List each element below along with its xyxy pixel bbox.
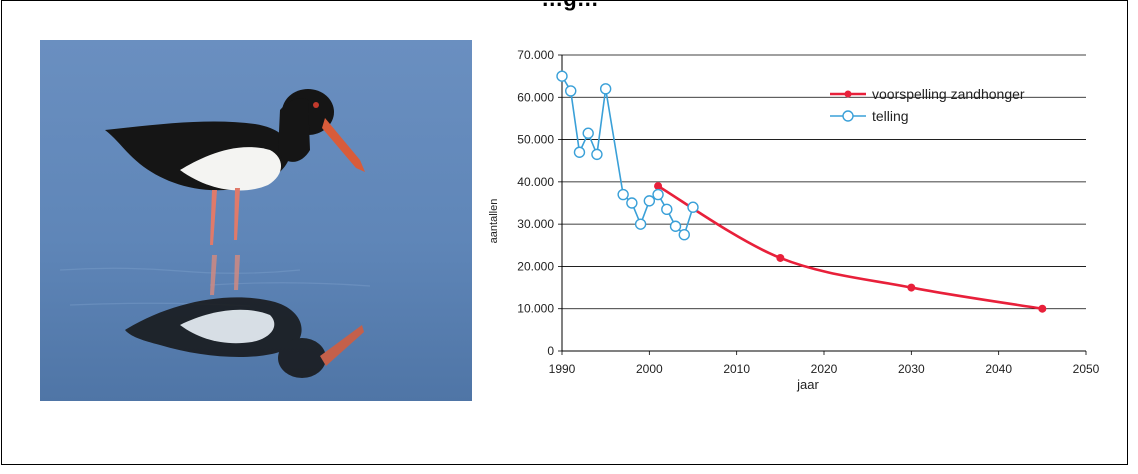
- legend-label-prediction: voorspelling zandhonger: [872, 86, 1025, 102]
- count-point: [626, 197, 638, 209]
- prediction-point: [907, 283, 916, 292]
- legend-marker-prediction: [844, 90, 852, 98]
- y-tick-label: 60.000: [517, 90, 554, 104]
- x-tick-label: 1990: [549, 362, 576, 376]
- chart-svg: 0 10.000 20.000 30.000 40.000 50.000 60.000 70.…: [488, 48, 1100, 392]
- bird-photo: [40, 40, 472, 401]
- count-point: [556, 70, 568, 82]
- count-point: [678, 229, 690, 241]
- x-tick-label: 2000: [636, 362, 663, 376]
- bird-reflection: [125, 255, 364, 378]
- count-point: [652, 188, 664, 201]
- x-tick-label: 2010: [723, 362, 750, 376]
- count-point: [634, 218, 647, 230]
- y-tick-label: 10.000: [517, 302, 554, 316]
- y-tick-label: 30.000: [517, 217, 554, 231]
- y-tick-label: 40.000: [517, 175, 554, 189]
- x-tick-label: 2030: [898, 362, 925, 376]
- y-axis-label: aantallen: [488, 199, 500, 244]
- x-tick-label: 2020: [811, 362, 838, 376]
- count-point: [582, 127, 594, 139]
- x-axis-label: jaar: [796, 377, 819, 392]
- count-point: [617, 188, 629, 201]
- prediction-point: [654, 182, 663, 191]
- line-chart: 0 10.000 20.000 30.000 40.000 50.000 60.000 70.…: [480, 40, 1120, 420]
- bird-body: [105, 89, 365, 245]
- y-tick-label: 20.000: [517, 259, 554, 273]
- x-tick-label: 2050: [1073, 362, 1100, 376]
- x-tick-label: 2040: [985, 362, 1012, 376]
- y-tick-label: 70.000: [517, 48, 554, 62]
- y-tick-label: 0: [547, 344, 554, 358]
- count-point: [669, 220, 682, 232]
- page-title: …g…: [420, 0, 720, 12]
- count-point: [591, 148, 603, 161]
- count-point: [661, 203, 673, 216]
- oystercatcher-bird-icon: [40, 40, 472, 401]
- legend-marker-count: [842, 110, 854, 122]
- prediction-point: [776, 253, 785, 262]
- legend-label-count: telling: [872, 108, 909, 124]
- series-line-prediction: [657, 184, 1043, 310]
- prediction-point: [1038, 304, 1047, 313]
- y-tick-label: 50.000: [517, 133, 554, 147]
- count-point: [643, 195, 656, 207]
- count-point: [599, 83, 612, 95]
- count-point: [687, 201, 699, 213]
- count-point: [573, 146, 586, 158]
- count-point: [565, 85, 577, 97]
